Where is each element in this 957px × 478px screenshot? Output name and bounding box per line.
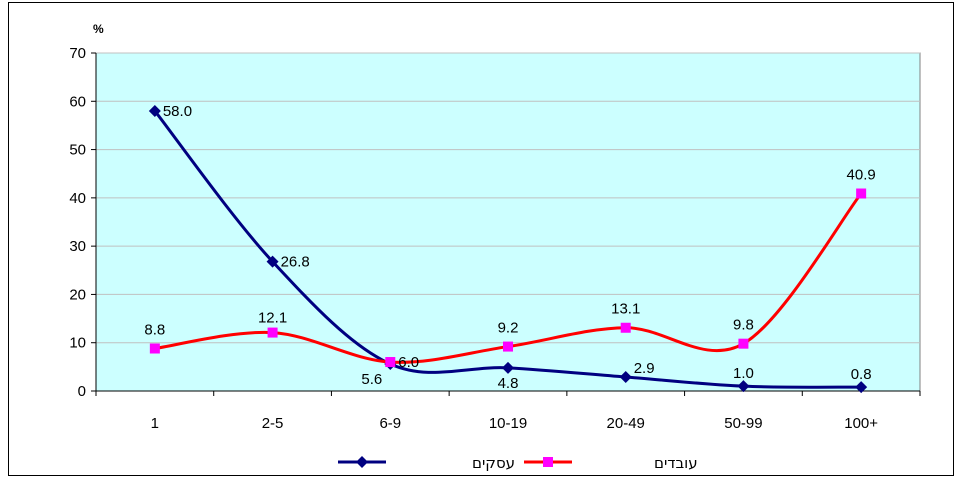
data-label: 4.8: [498, 375, 519, 392]
data-label: 5.6: [361, 371, 382, 388]
plot-area: [96, 53, 920, 391]
data-point: [503, 342, 513, 352]
y-tick-label: 20: [69, 286, 86, 303]
data-label: 9.8: [733, 317, 754, 334]
y-tick-label: 0: [78, 383, 86, 400]
data-label: 9.2: [498, 320, 519, 337]
x-tick-label: 1: [151, 415, 159, 432]
legend-marker: [356, 456, 368, 468]
data-label: 12.1: [258, 310, 287, 327]
legend: עסקים עובדים: [338, 454, 698, 472]
data-label: 1.0: [733, 365, 754, 382]
legend-label: עסקים: [472, 454, 515, 472]
legend-label: עובדים: [654, 454, 698, 472]
x-tick-label: 10-19: [489, 415, 527, 432]
data-point: [738, 339, 748, 349]
data-point: [385, 357, 395, 367]
legend-marker: [543, 457, 553, 467]
y-tick-label: 50: [69, 142, 86, 159]
data-point: [621, 323, 631, 333]
data-label: 58.0: [163, 103, 192, 120]
x-tick-label: 100+: [844, 415, 878, 432]
data-label: 40.9: [847, 167, 876, 184]
data-point: [856, 189, 866, 199]
y-tick-label: 30: [69, 238, 86, 255]
x-tick-label: 20-49: [607, 415, 645, 432]
y-tick-label: 70: [69, 45, 86, 62]
x-tick-label: 2-5: [262, 415, 284, 432]
data-label: 0.8: [851, 366, 872, 383]
data-label: 13.1: [611, 301, 640, 318]
y-tick-label: 40: [69, 190, 86, 207]
data-label: 26.8: [281, 254, 310, 271]
data-point: [150, 344, 160, 354]
x-tick-label: 6-9: [379, 415, 401, 432]
x-tick-label: 50-99: [724, 415, 762, 432]
data-label: 6.0: [398, 354, 419, 371]
y-unit-label: %: [93, 22, 104, 36]
data-label: 8.8: [144, 322, 165, 339]
y-tick-label: 10: [69, 335, 86, 352]
y-tick-label: 60: [69, 93, 86, 110]
data-label: 2.9: [634, 360, 655, 377]
data-point: [268, 328, 278, 338]
